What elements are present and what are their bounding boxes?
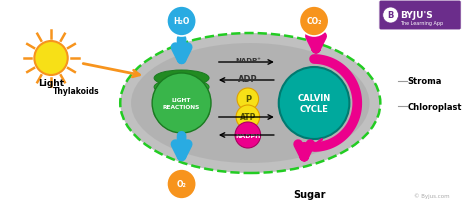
Text: NADPH: NADPH [235,133,261,138]
Ellipse shape [154,107,209,122]
Ellipse shape [120,34,380,173]
Circle shape [237,89,259,110]
Circle shape [279,68,349,139]
Text: B: B [387,12,394,20]
Ellipse shape [154,89,209,104]
Text: Stroma: Stroma [407,77,442,86]
Ellipse shape [154,97,209,114]
Text: NADP⁺: NADP⁺ [235,58,261,64]
Ellipse shape [131,44,370,163]
Circle shape [152,74,211,133]
Circle shape [236,105,260,129]
Circle shape [383,8,399,24]
Circle shape [167,169,196,199]
Circle shape [167,7,196,37]
Text: The Learning App: The Learning App [401,21,444,26]
Text: Chloroplast: Chloroplast [407,102,462,111]
Text: H₂O: H₂O [173,18,190,26]
Text: ATP: ATP [240,113,256,122]
Text: ADP: ADP [238,75,258,84]
Text: BYJU'S: BYJU'S [401,12,433,20]
Ellipse shape [154,80,209,96]
Circle shape [235,122,261,148]
Ellipse shape [154,71,209,87]
Text: CALVIN
CYCLE: CALVIN CYCLE [298,94,331,114]
FancyBboxPatch shape [379,1,461,31]
Text: Thylakoids: Thylakoids [53,87,100,96]
Text: Light: Light [38,79,64,88]
Text: © Byjus.com: © Byjus.com [414,192,449,198]
Text: O₂: O₂ [177,180,186,188]
Text: CO₂: CO₂ [306,18,322,26]
Text: Sugar: Sugar [293,189,326,199]
Circle shape [300,7,329,37]
Text: LIGHT
REACTIONS: LIGHT REACTIONS [163,98,200,109]
Text: P: P [245,95,251,104]
Circle shape [34,42,68,76]
